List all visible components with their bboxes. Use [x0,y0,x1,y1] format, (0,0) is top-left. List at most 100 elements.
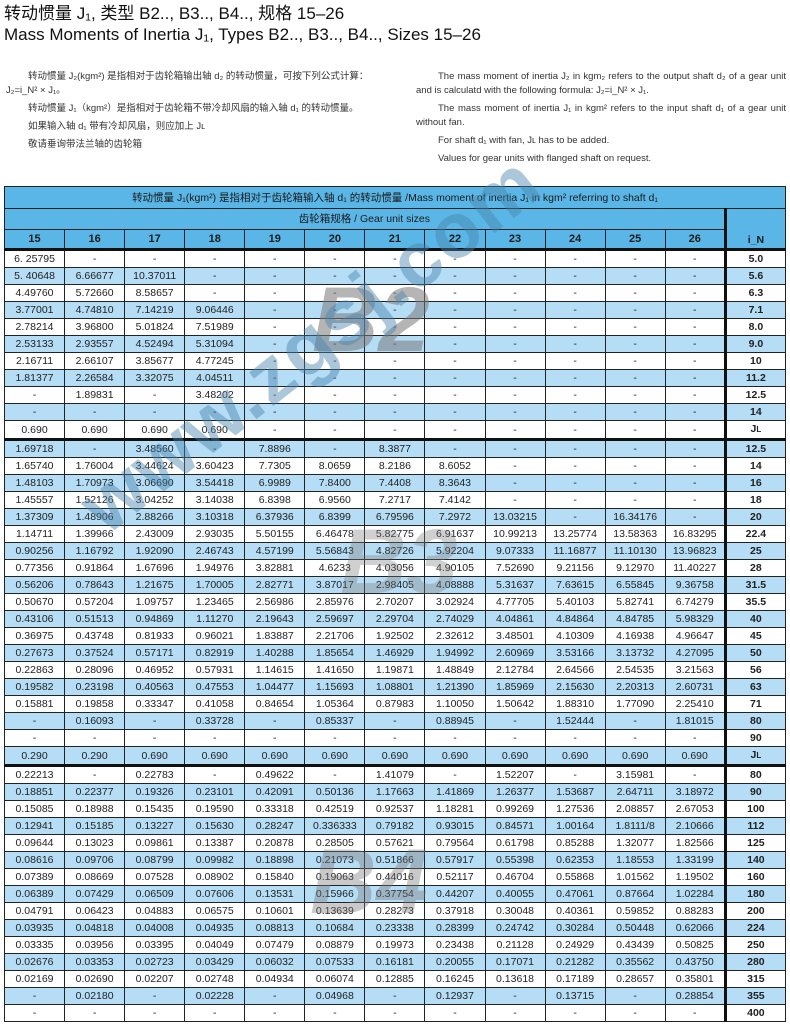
table-cell: 1.02284 [664,885,726,903]
table-cell: - [184,249,246,268]
table-cell: - [124,712,186,730]
table-cell: - [484,491,546,509]
table-cell: 3.18972 [664,783,726,801]
table-cell: 2.59697 [304,610,366,628]
table-cell: 0.62353 [544,851,606,869]
table-cell: 0.336333 [304,817,366,835]
table-cell: 0.27673 [3,644,66,662]
table-cell: 7.52690 [484,559,546,577]
table-cell: 0.15840 [244,868,306,886]
table-cell: - [3,1004,66,1022]
table-cell: 1.41079 [364,764,426,784]
table-row: 0.36975 0.43748 0.81933 0.96021 1.83887 2.217… [3,627,787,645]
column-header-25: 25 [604,229,666,251]
table-cell: 0.79182 [364,817,426,835]
table-cell: 0.24929 [544,936,606,954]
table-cell: - [424,420,486,440]
table-cell: - [424,386,486,404]
table-row: -0.16093-0.33728-0.85337-0.88945-1.52444… [3,712,787,730]
table-cell: - [664,491,726,509]
table-cell: 1.41650 [304,661,366,679]
table-cell: 2.60731 [664,678,726,696]
table-cell: 0.50825 [664,936,726,954]
table-cell: - [364,987,426,1005]
column-header-17: 17 [124,229,186,251]
column-header-15: 15 [3,229,66,251]
table-cell: 0.21282 [544,953,606,971]
table-cell: - [64,403,126,421]
table-cell: 4.10309 [544,627,606,645]
table-cell: 0.07606 [184,885,246,903]
table-cell: - [664,386,726,404]
table-cell: - [484,369,546,387]
table-cell: - [424,318,486,336]
table-cell: - [664,318,726,336]
table-cell: 3.48202 [184,386,246,404]
table-cell: 0.55398 [484,851,546,869]
table-cell: 0.47553 [184,678,246,696]
table-cell: 1.33199 [664,851,726,869]
table-cell: 2.29704 [364,610,426,628]
table-cell: 0.99269 [484,800,546,818]
table-cell: 0.28657 [604,970,666,988]
table-cell: 5.31637 [484,576,546,594]
table-cell: - [184,267,246,285]
table-cell: 0.12937 [424,987,486,1005]
table-cell: - [424,764,486,784]
table-cell: - [364,369,426,387]
table-row: 0.07389 0.08669 0.07528 0.08902 0.15840 0.190… [3,868,787,886]
table-cell: - [484,403,546,421]
table-cell: 0.09982 [184,851,246,869]
table-cell: 6.46478 [304,525,366,543]
table-cell: 2.08857 [604,800,666,818]
table-cell: - [664,474,726,492]
table-cell: 1.52207 [484,764,546,784]
table-cell: 4.03056 [364,559,426,577]
table-row: -0.02180-0.02228-0.04968-0.12937-0.13715… [3,987,787,1005]
table-cell: 0.17071 [484,953,546,971]
table-row: 0.15881 0.19858 0.33347 0.41058 0.84654 1.053… [3,695,787,713]
table-cell: - [304,1004,366,1022]
table-cell: 1.70973 [64,474,126,492]
table-cell: 16.83295 [664,525,726,543]
ratio-cell: 80 [723,764,787,784]
table-cell: 0.02676 [3,953,66,971]
table-cell: 0.04818 [64,919,126,937]
column-header-row: 15 16 17 18 19 20 21 22 23 24 25 26 [3,229,786,251]
table-cell: 7.7305 [244,457,306,475]
table-cell: - [544,369,606,387]
table-cell: 1.37309 [3,508,66,526]
table-cell: 5.82775 [364,525,426,543]
table-cell: 4.77245 [184,352,246,370]
table-cell: - [544,352,606,370]
table-cell: - [544,335,606,353]
table-cell: 6.74279 [664,593,726,611]
table-cell: 0.13715 [544,987,606,1005]
table-cell: 1.16792 [64,542,126,560]
table-cell: - [244,386,306,404]
table-cell: - [544,764,606,784]
ratio-cell: JL [723,420,787,440]
table-row: 0.77356 0.91864 1.67696 1.94976 3.82881 4.623… [3,559,787,577]
table-cell: 1.50642 [484,695,546,713]
table-cell: - [184,729,246,747]
table-cell: 1.46929 [364,644,426,662]
table-cell: 0.19326 [124,783,186,801]
table-cell: 13.58363 [604,525,666,543]
table-cell: 0.08669 [64,868,126,886]
table-cell: 7.63615 [544,576,606,594]
ratio-cell: JL [723,746,787,766]
table-cell: 0.28399 [424,919,486,937]
table-cell: 1.94976 [184,559,246,577]
table-cell: - [424,267,486,285]
table-cell: - [304,352,366,370]
table-row: 0.50670 0.57204 1.09757 1.23465 2.56986 2.859… [3,593,787,611]
table-cell: 13.25774 [544,525,606,543]
table-cell: 1.41869 [424,783,486,801]
ratio-cell: 45 [723,627,787,645]
table-cell: 5.72660 [64,284,126,302]
table-cell: 0.16093 [64,712,126,730]
table-cell: 2.70207 [364,593,426,611]
table-cell: - [364,335,426,353]
table-cell: - [604,267,666,285]
